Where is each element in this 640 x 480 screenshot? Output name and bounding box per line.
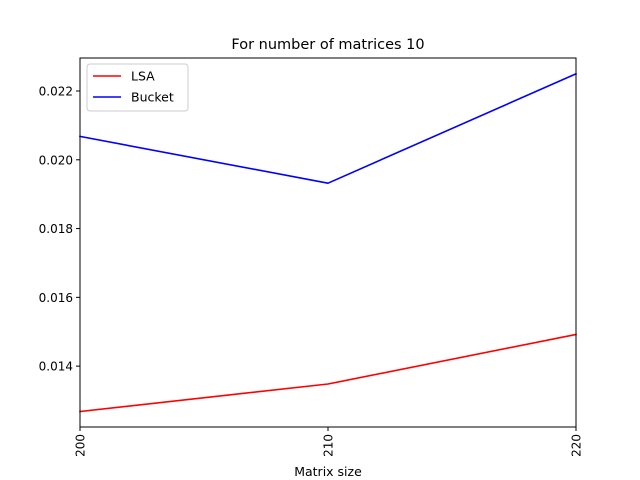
legend-label-bucket: Bucket <box>131 90 174 105</box>
legend-label-lsa: LSA <box>131 69 155 84</box>
axes-frame <box>79 57 577 428</box>
y-tick-label: 0.022 <box>39 85 73 99</box>
x-tick-label: 210 <box>322 434 336 457</box>
x-axis-label: Matrix size <box>294 464 362 479</box>
series-line-bucket <box>79 72 578 184</box>
x-tick-label: 220 <box>570 434 584 457</box>
plot-layer <box>79 72 578 413</box>
series-line-lsa <box>79 333 577 413</box>
axes-layer: 0.014 0.016 0.018 0.020 0.022 200 210 220 <box>39 57 584 457</box>
legend: LSA Bucket <box>86 63 189 112</box>
y-tick-label: 0.020 <box>39 153 73 167</box>
y-tick-label: 0.014 <box>39 360 73 374</box>
x-tick-label: 200 <box>74 434 88 457</box>
y-tick-label: 0.018 <box>39 222 73 236</box>
chart-title: For number of matrices 10 <box>231 37 424 53</box>
y-tick-label: 0.016 <box>39 291 73 305</box>
